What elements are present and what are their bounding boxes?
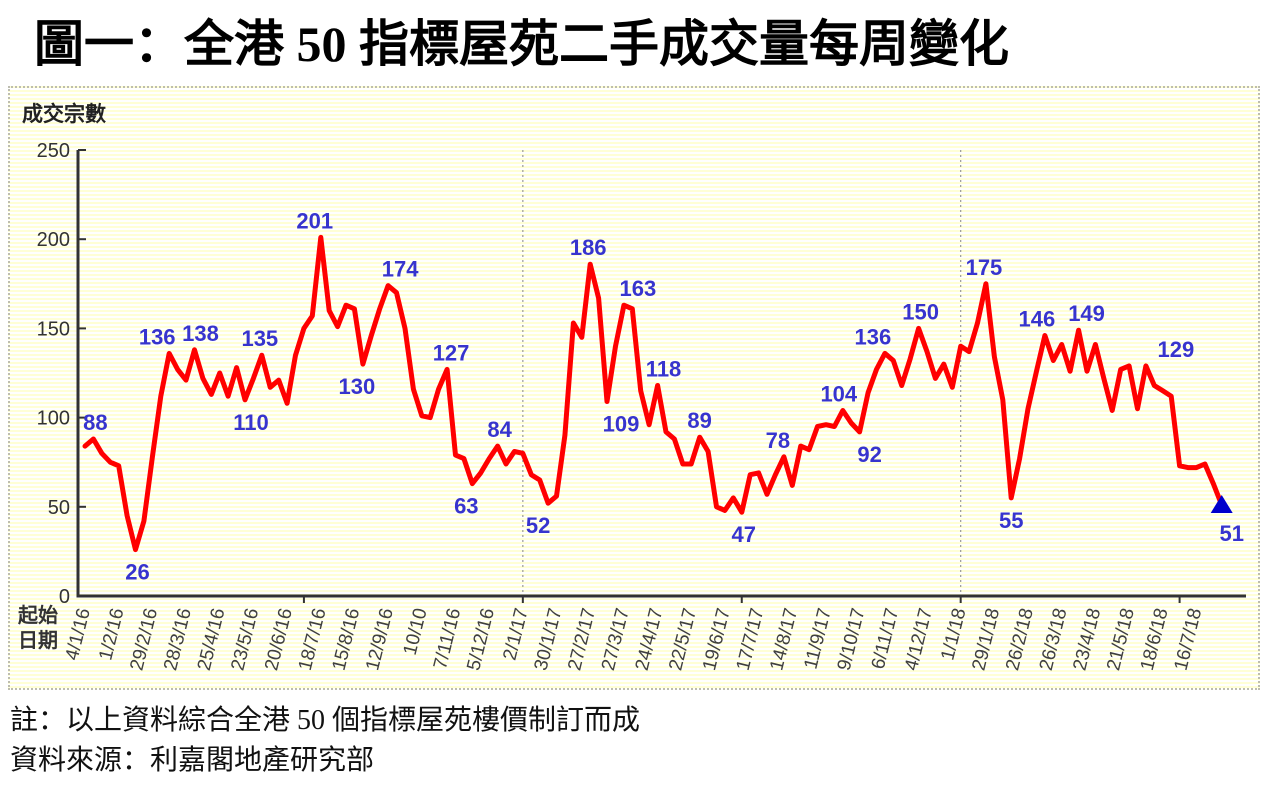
- data-label: 109: [603, 412, 640, 437]
- latest-point-marker: [1210, 495, 1233, 514]
- x-axis-date-label: 1/2/16: [95, 606, 128, 662]
- x-axis-date-label: 7/11/16: [430, 606, 465, 671]
- x-axis-date-label: 6/11/17: [868, 606, 903, 671]
- data-label: 88: [83, 410, 107, 435]
- x-axis-date-label: 4/1/16: [62, 606, 95, 662]
- data-label: 52: [526, 513, 550, 538]
- x-axis-date-label: 29/1/18: [968, 606, 1004, 673]
- x-axis-date-label: 26/2/18: [1002, 606, 1038, 673]
- x-axis-title-line2: 日期: [18, 630, 58, 652]
- data-label: 135: [241, 326, 278, 351]
- x-axis-date-label: 1/1/18: [937, 606, 970, 662]
- chart-svg: 0 50 100 150 200 250 4/1/16 1/2/1629/2/1628/3/1…: [37, 140, 1246, 673]
- data-label: 149: [1068, 301, 1105, 326]
- x-axis-date-label: 11/9/17: [800, 606, 835, 671]
- data-label: 146: [1019, 307, 1056, 332]
- x-axis-date-label: 28/3/16: [160, 606, 196, 673]
- x-axis-date-label: 15/8/16: [329, 606, 365, 673]
- data-label: 51: [1219, 521, 1243, 546]
- x-axis-date-label: 24/4/17: [632, 606, 668, 673]
- data-label: 138: [182, 321, 219, 346]
- data-label: 63: [454, 494, 478, 519]
- data-label: 127: [433, 340, 470, 365]
- data-label: 174: [382, 257, 419, 282]
- x-axis-date-label: 12/9/16: [362, 606, 398, 673]
- data-label: 163: [620, 276, 657, 301]
- x-axis-date-label: 20/6/16: [261, 606, 297, 673]
- chart-panel: 0 50 100 150 200 250 4/1/16 1/2/16 29/2/16 28/3/1…: [8, 86, 1260, 690]
- data-label: 201: [296, 208, 333, 233]
- data-label: 104: [820, 381, 857, 406]
- data-label: 186: [570, 235, 607, 260]
- data-label: 26: [125, 560, 149, 585]
- x-axis-date-label: 2/1/17: [500, 606, 533, 662]
- data-label: 130: [339, 374, 376, 399]
- data-label: 150: [902, 299, 939, 324]
- y-axis-tick-label: 0: [59, 586, 70, 608]
- x-axis-date-label: 5/12/16: [463, 606, 499, 673]
- x-axis-date-label: 25/4/16: [194, 606, 230, 673]
- data-label: 175: [966, 255, 1003, 280]
- data-label: 136: [139, 324, 176, 349]
- x-axis-date-label: 18/7/16: [295, 606, 331, 673]
- x-axis-date-label: 4/12/17: [901, 606, 937, 673]
- data-label: 92: [857, 442, 881, 467]
- x-axis-date-label: 23/4/18: [1070, 606, 1106, 673]
- x-axis-date-label: 21/5/18: [1103, 606, 1139, 673]
- x-axis-title-line1: 起始: [18, 605, 58, 627]
- data-label: 47: [732, 522, 756, 547]
- x-axis-date-label: 17/7/17: [733, 606, 769, 673]
- data-label: 78: [766, 428, 790, 453]
- series-line: [82, 234, 1225, 553]
- x-axis-date-label: 27/2/17: [564, 606, 600, 673]
- x-axis-date-label: 29/2/16: [126, 606, 162, 673]
- y-axis-tick-label: 50: [48, 497, 70, 519]
- x-axis-date-label: 16/7/18: [1171, 606, 1207, 673]
- x-axis-date-label: 18/6/18: [1137, 606, 1173, 673]
- x-axis-date-label: 23/5/16: [228, 606, 264, 673]
- footnote: 註：以上資料綜合全港 50 個指標屋苑樓價制訂而成: [10, 705, 641, 736]
- x-axis-date-label: 30/1/17: [531, 606, 567, 673]
- x-axis-date-label: 19/6/17: [699, 606, 735, 673]
- x-axis-date-label: 14/8/17: [766, 606, 802, 673]
- y-axis-title: 成交宗數: [22, 103, 106, 126]
- x-axis-date-label: 26/3/18: [1036, 606, 1072, 673]
- y-axis-tick-label: 100: [37, 408, 70, 430]
- data-label: 129: [1158, 337, 1195, 362]
- data-label: 118: [646, 356, 682, 381]
- y-axis-tick-label: 200: [37, 229, 70, 251]
- data-label: 84: [487, 417, 512, 442]
- data-label: 110: [233, 410, 269, 435]
- y-axis-tick-label: 150: [37, 318, 70, 340]
- x-axis-date-label: 27/3/17: [598, 606, 634, 673]
- data-label: 55: [999, 508, 1023, 533]
- x-axis-date-label: 9/10/17: [834, 606, 870, 673]
- x-axis-date-label: 22/5/17: [665, 606, 701, 673]
- data-label: 136: [855, 324, 892, 349]
- y-axis-tick-label: 250: [37, 140, 70, 162]
- x-axis-date-label: 10/10: [400, 606, 432, 657]
- source-note: 資料來源：利嘉閣地產研究部: [10, 745, 375, 776]
- data-label: 89: [687, 408, 711, 433]
- page-title: 圖一：全港 50 指標屋苑二手成交量每周變化: [34, 16, 1009, 72]
- x-axis-title: 起始 日期: [18, 604, 58, 654]
